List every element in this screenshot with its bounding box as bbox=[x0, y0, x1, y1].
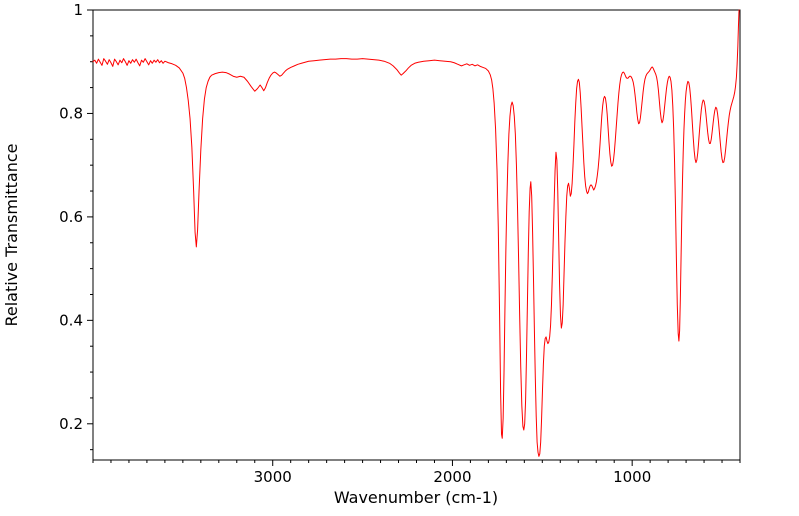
x-axis-label: Wavenumber (cm-1) bbox=[334, 488, 498, 507]
plot-area: 3000 2000 1000 1 0.8 0.6 0.4 0.2 bbox=[59, 1, 741, 486]
y-tick-label: 0.4 bbox=[59, 311, 83, 329]
y-tick-label: 0.8 bbox=[59, 104, 83, 122]
x-tick-label: 3000 bbox=[254, 468, 292, 486]
spectrum-line bbox=[92, 9, 740, 457]
plot-frame bbox=[92, 9, 741, 461]
y-tick-label: 0.6 bbox=[59, 208, 83, 226]
y-tick-label: 0.2 bbox=[59, 415, 83, 433]
y-axis-label: Relative Transmittance bbox=[2, 143, 21, 326]
x-tick-label: 2000 bbox=[433, 468, 471, 486]
x-tick-label: 1000 bbox=[613, 468, 651, 486]
y-tick-label: 1 bbox=[73, 1, 83, 19]
